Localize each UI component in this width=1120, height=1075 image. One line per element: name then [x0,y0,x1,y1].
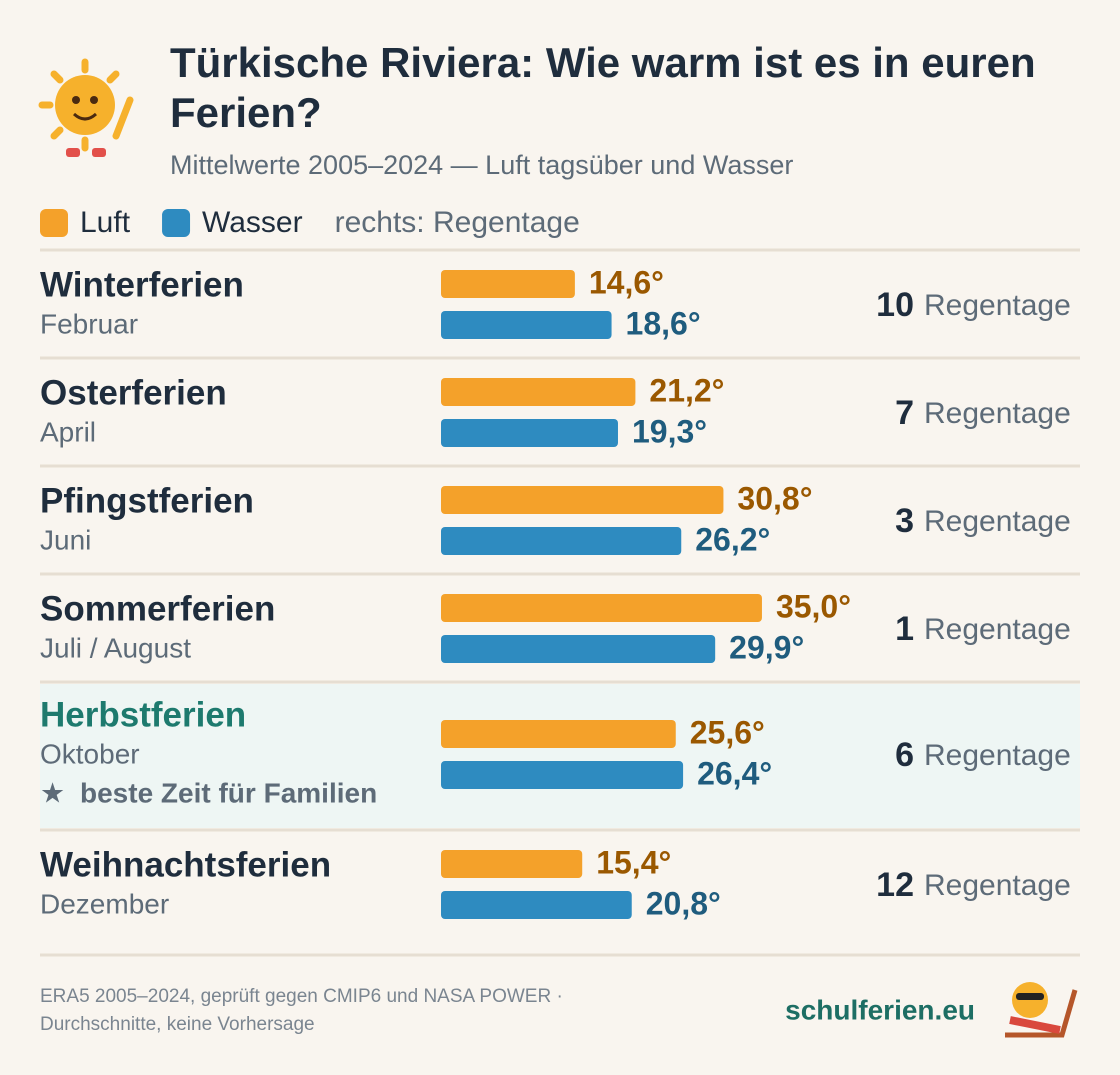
value-label: 20,8° [646,885,721,921]
bar [441,419,618,447]
category-sublabel: April [40,416,96,447]
bar [441,486,724,514]
value-label: 26,4° [697,755,772,791]
bar [441,270,575,298]
legend-label: Wasser [202,206,303,239]
category-sublabel: Oktober [40,738,140,769]
star-icon: ★ [40,777,65,808]
category-label: Weihnachtsferien [40,845,331,884]
category-label: Herbstferien [40,695,246,734]
legend-swatch [162,209,191,237]
category-sublabel: Juli / August [40,632,191,663]
value-label: 25,6° [690,714,765,750]
rain-days-unit: Regentage [924,613,1071,646]
category-label: Sommerferien [40,589,275,628]
value-label: 14,6° [589,264,664,300]
rain-days-value: 12 [876,866,914,904]
rain-days-value: 7 [895,394,914,432]
bar [441,594,762,622]
sun-icon [1005,982,1078,1038]
value-label: 26,2° [695,521,770,557]
brand: schulferien.eu [785,994,975,1025]
value-label: 29,9° [729,629,804,665]
rain-days-unit: Regentage [924,739,1071,772]
legend-swatch [40,209,68,237]
highlight-background [40,684,1080,828]
source-note: Durchschnitte, keine Vorhersage [40,1014,315,1035]
rain-days-unit: Regentage [924,869,1071,902]
rain-days-unit: Regentage [924,505,1071,538]
bar [441,891,632,919]
legend-note: rechts: Regentage [335,206,580,239]
subtitle: Mittelwerte 2005–2024 — Luft tagsüber un… [170,150,794,180]
bar [441,311,612,339]
bar [441,850,583,878]
title: Türkische Riviera: Wie warm ist es in eu… [170,39,1036,136]
category-sublabel: Juni [40,524,91,555]
rain-days-unit: Regentage [924,289,1071,322]
source-note: ERA5 2005–2024, geprüft gegen CMIP6 und … [40,986,563,1007]
category-sublabel: Dezember [40,888,169,919]
bar [441,761,684,789]
value-label: 15,4° [596,844,671,880]
rain-days-unit: Regentage [924,397,1071,430]
bar [441,635,716,663]
sun-icon [38,58,134,157]
category-sublabel: Februar [40,308,138,339]
value-label: 18,6° [626,305,701,341]
bar [441,378,636,406]
bar [441,527,682,555]
category-label: Osterferien [40,373,227,412]
value-label: 19,3° [632,413,707,449]
highlight-note: beste Zeit für Familien [80,777,377,808]
rain-days-value: 3 [895,502,914,540]
rain-days-value: 1 [895,610,914,648]
value-label: 35,0° [776,588,851,624]
rain-days-value: 10 [876,286,914,324]
value-label: 30,8° [737,480,812,516]
bar [441,720,676,748]
rain-days-value: 6 [895,736,914,774]
legend-label: Luft [80,206,131,239]
category-label: Winterferien [40,265,244,304]
value-label: 21,2° [649,372,724,408]
category-label: Pfingstferien [40,481,254,520]
